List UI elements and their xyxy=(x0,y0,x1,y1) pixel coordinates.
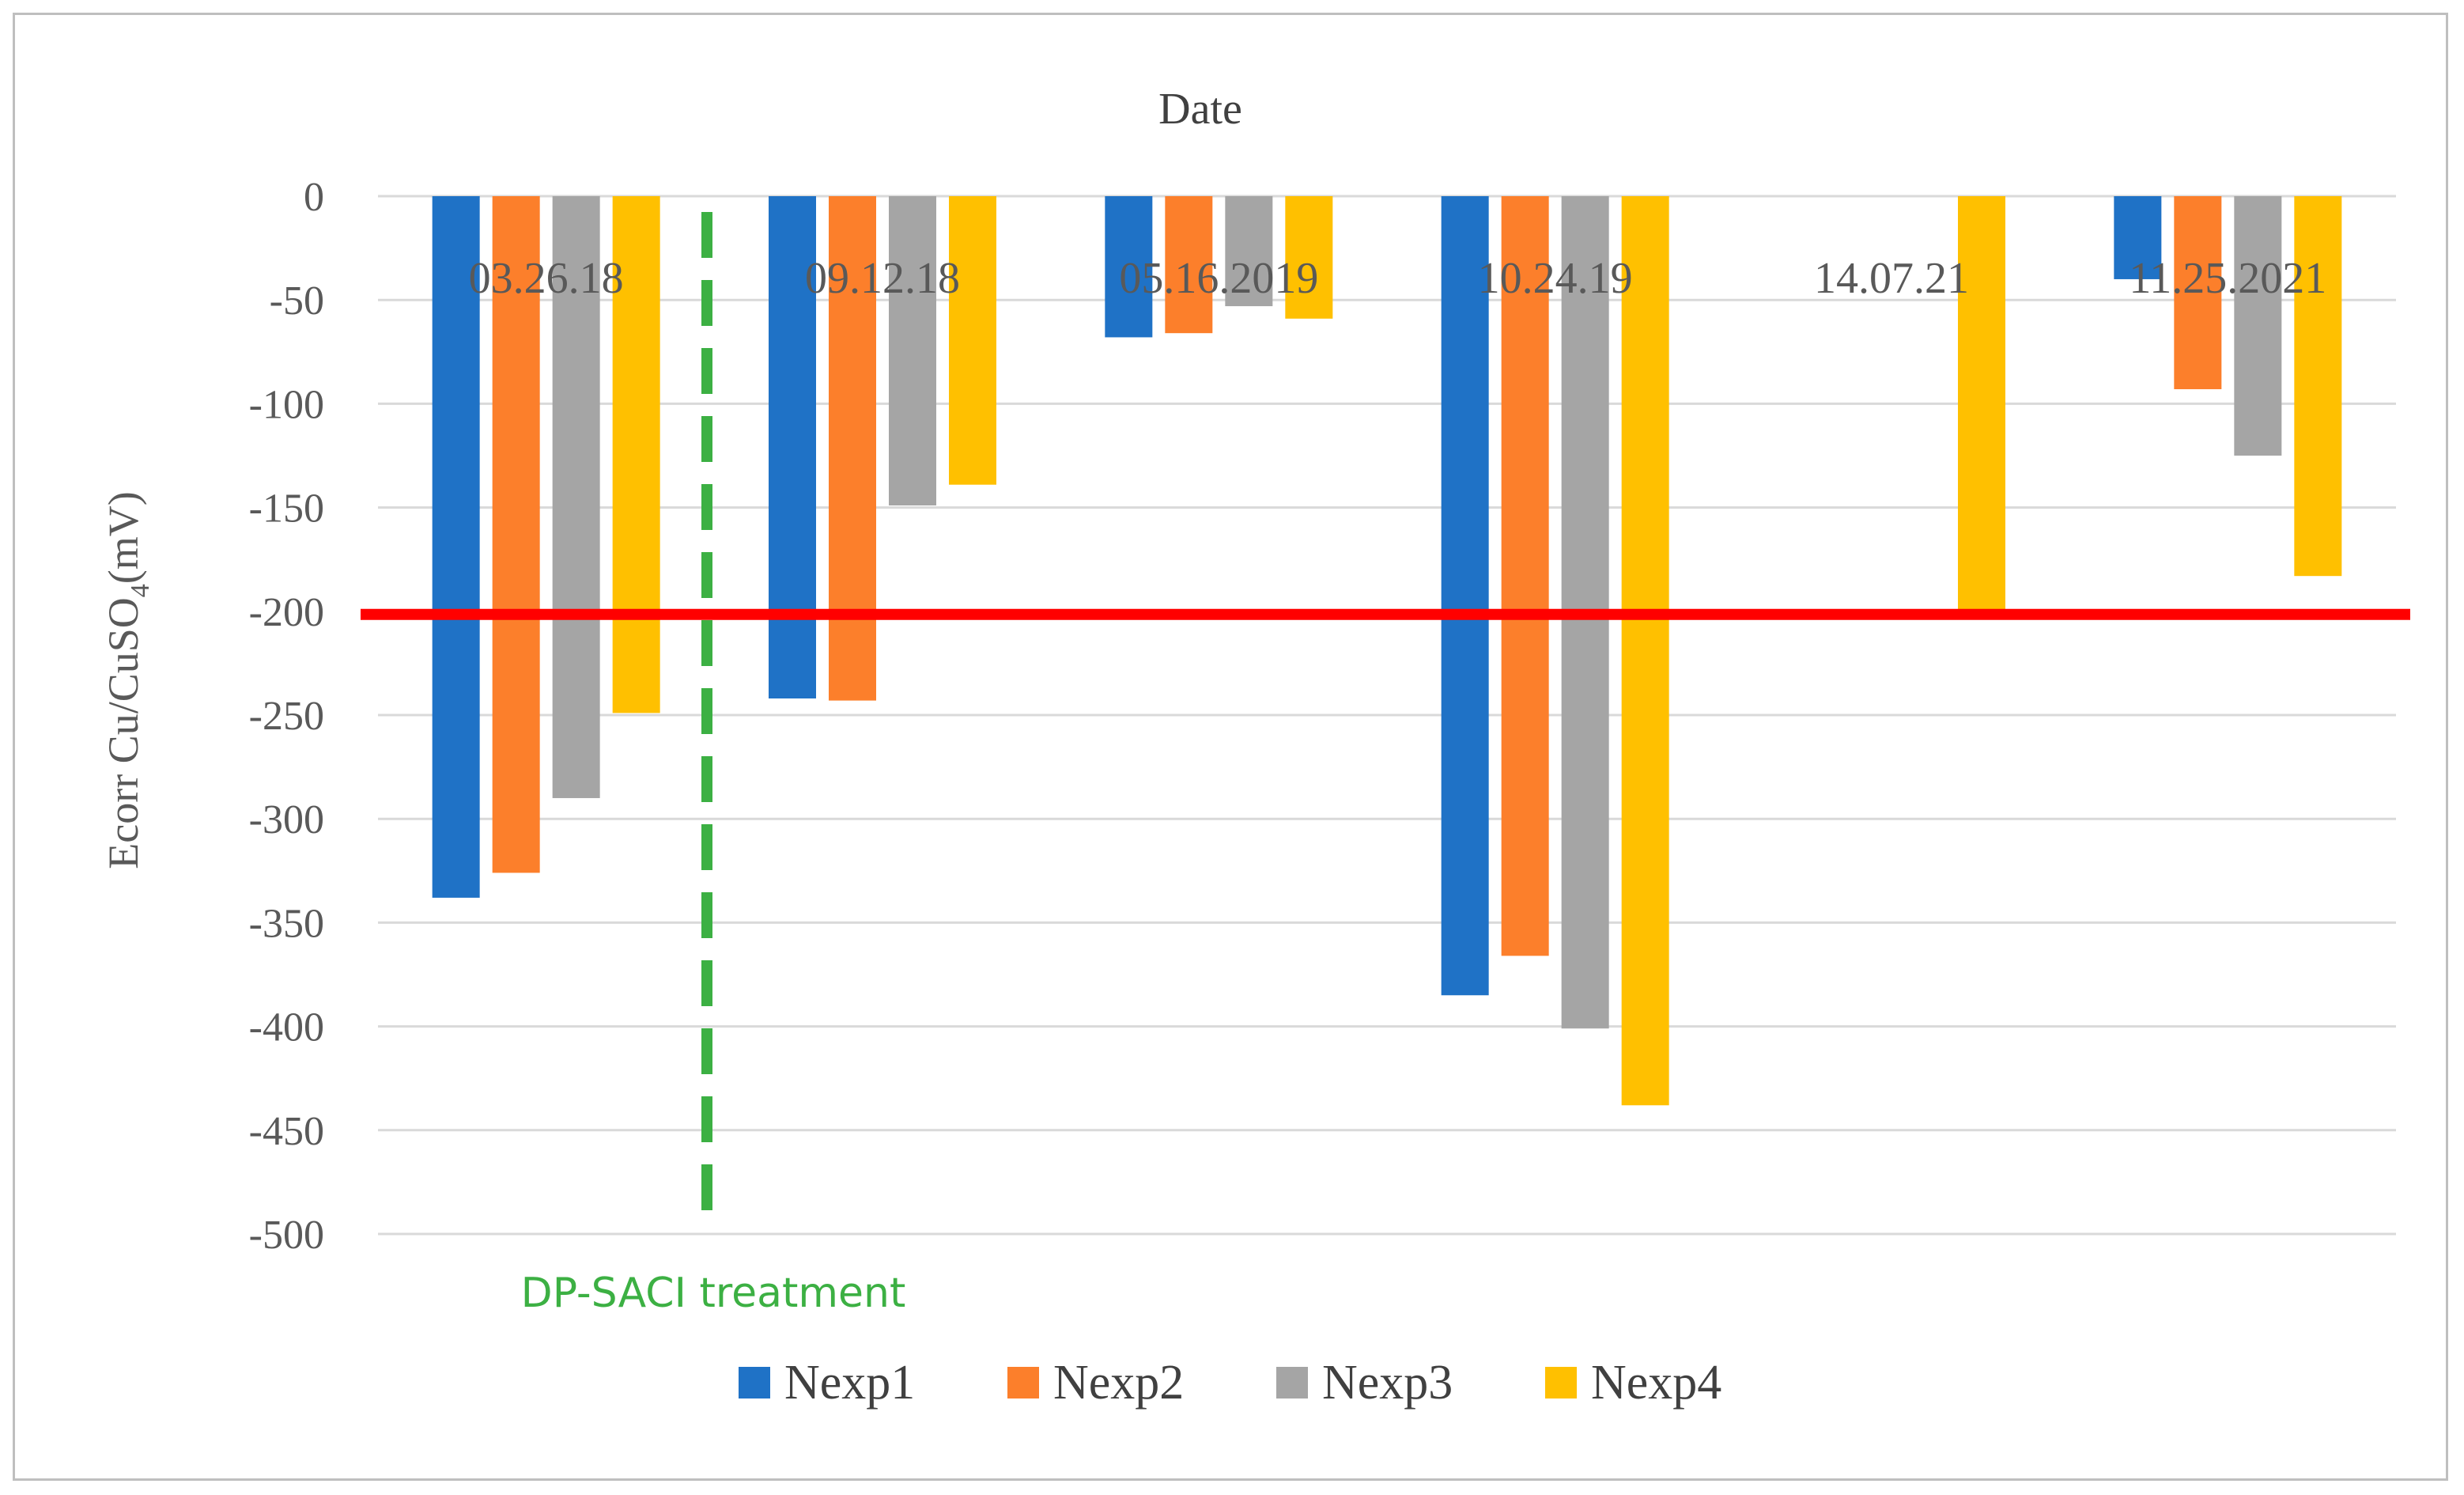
y-tick-label: -50 xyxy=(270,278,324,324)
bar-nexp2-2 xyxy=(1165,196,1213,334)
y-tick-label: -250 xyxy=(249,694,324,739)
bar-nexp2-3 xyxy=(1501,196,1549,956)
legend-swatch-nexp2 xyxy=(1007,1367,1039,1398)
chart-title: Date xyxy=(1158,85,1242,134)
bar-nexp3-2 xyxy=(1225,196,1273,307)
bar-nexp3-0 xyxy=(552,196,600,798)
bar-nexp1-5 xyxy=(2114,196,2162,279)
category-label: 14.07.21 xyxy=(1814,254,1969,303)
bar-nexp4-2 xyxy=(1285,196,1333,319)
svg-text:Ecorr Cu/CuSO4(mV): Ecorr Cu/CuSO4(mV) xyxy=(100,491,155,869)
y-tick-label: -500 xyxy=(249,1213,324,1258)
y-axis-label-text: Ecorr Cu/CuSO xyxy=(100,597,147,869)
bar-nexp4-1 xyxy=(949,196,996,485)
bar-nexp3-1 xyxy=(889,196,936,505)
y-tick-label: -400 xyxy=(249,1005,324,1050)
category-label: 09.12.18 xyxy=(805,254,960,303)
gridlines xyxy=(378,195,2396,1236)
y-axis-title: Ecorr Cu/CuSO4(mV) xyxy=(100,491,155,869)
y-axis-ticks: 0 -50 -100 -150 -200 -250 -300 -350 -400 -450 -500 xyxy=(249,175,324,1258)
legend-label-nexp4: Nexp4 xyxy=(1591,1356,1721,1410)
legend-label-nexp3: Nexp3 xyxy=(1322,1356,1453,1410)
y-axis-label-subscript: 4 xyxy=(126,584,155,597)
legend-label-nexp1: Nexp1 xyxy=(784,1356,915,1410)
bar-nexp1-2 xyxy=(1105,196,1153,338)
category-label: 05.16.2019 xyxy=(1119,254,1318,303)
bar-nexp2-0 xyxy=(492,196,540,873)
legend-swatch-nexp4 xyxy=(1545,1367,1577,1398)
bar-nexp4-0 xyxy=(612,196,660,713)
category-label: 11.25.2021 xyxy=(2129,254,2326,303)
y-tick-label: -200 xyxy=(249,590,324,635)
y-tick-label: -300 xyxy=(249,797,324,842)
category-label: 10.24.19 xyxy=(1478,254,1633,303)
y-tick-label: -100 xyxy=(249,382,324,427)
bar-nexp4-3 xyxy=(1621,196,1669,1106)
bars xyxy=(432,196,2342,1106)
legend: Nexp1 Nexp2 Nexp3 Nexp4 xyxy=(739,1356,1721,1410)
bar-nexp1-3 xyxy=(1441,196,1489,996)
y-axis-label-unit: (mV) xyxy=(100,491,147,584)
legend-label-nexp2: Nexp2 xyxy=(1053,1356,1184,1410)
bar-nexp1-0 xyxy=(432,196,480,898)
legend-swatch-nexp3 xyxy=(1276,1367,1308,1398)
category-labels: 03.26.18 09.12.18 05.16.2019 10.24.19 14.07.… xyxy=(469,254,2327,303)
y-tick-label: -450 xyxy=(249,1109,324,1154)
y-tick-label: -150 xyxy=(249,486,324,532)
bar-nexp3-5 xyxy=(2234,196,2282,456)
category-label: 03.26.18 xyxy=(469,254,624,303)
bar-nexp2-5 xyxy=(2174,196,2222,390)
bar-nexp4-5 xyxy=(2294,196,2342,577)
y-tick-label: 0 xyxy=(304,175,324,220)
bar-nexp4-4 xyxy=(1958,196,2005,611)
legend-swatch-nexp1 xyxy=(739,1367,770,1398)
treatment-label: DP-SACI treatment xyxy=(521,1270,906,1317)
y-tick-label: -350 xyxy=(249,901,324,946)
